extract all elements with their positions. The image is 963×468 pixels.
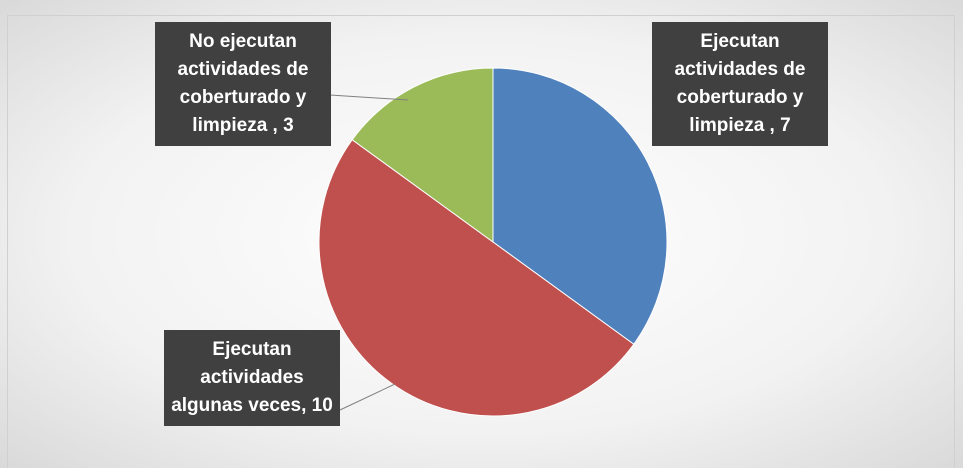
data-label: Ejecutan actividades de coberturado y li… xyxy=(652,22,828,146)
category-label: No ejecutan actividades de coberturado y… xyxy=(177,31,309,136)
leader-line xyxy=(339,383,396,411)
category-label: Ejecutan actividades de coberturado y li… xyxy=(674,31,806,136)
pie-slice xyxy=(318,139,635,417)
category-label: Ejecutan actividades algunas veces, xyxy=(171,339,307,416)
data-label: Ejecutan actividades algunas veces, 10 xyxy=(164,330,340,426)
pie-slice xyxy=(351,67,494,243)
value-label: 7 xyxy=(780,115,791,136)
pie-slice xyxy=(492,67,668,345)
leader-line xyxy=(329,94,409,101)
value-label: 3 xyxy=(283,115,294,136)
data-label: No ejecutan actividades de coberturado y… xyxy=(155,22,331,146)
chart-frame xyxy=(7,15,955,468)
value-label: 10 xyxy=(311,395,333,416)
